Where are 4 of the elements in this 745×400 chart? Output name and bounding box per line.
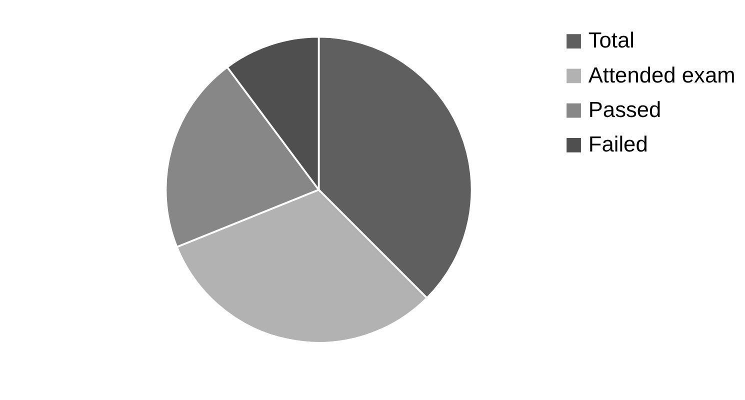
legend-label: Passed [588, 96, 662, 122]
legend-label: Failed [588, 132, 648, 157]
legend-label: Attended exam [588, 62, 736, 88]
legend-label: Total [588, 28, 634, 53]
